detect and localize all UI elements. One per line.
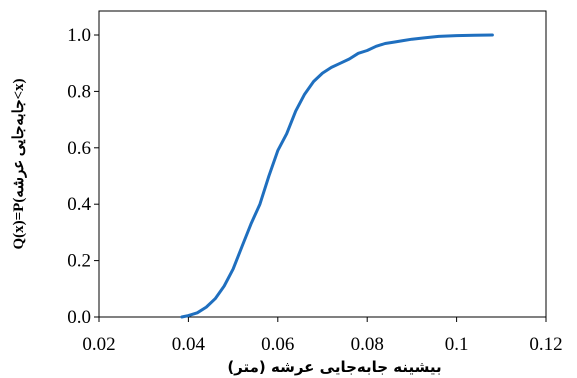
series-group [180, 33, 494, 319]
x-tick-label: 0.04 [172, 334, 206, 355]
y-axis-title: Q(x)=P(جابه‌جایی عرشه<x) [11, 78, 27, 249]
x-axis-title: بیشینه جابه‌جایی عرشه (متر) [227, 358, 441, 376]
y-tick-label: 0.6 [67, 138, 91, 159]
plot-frame [98, 10, 547, 318]
x-tick-label: 0.06 [261, 334, 294, 355]
x-tick-label: 0.12 [529, 334, 562, 355]
y-tick-label: 1.0 [67, 25, 91, 46]
tick-labels: 0.02 0.04 0.06 0.08 0.1 0.12 0.0 0.2 0.4 0.6 0.8 1.… [67, 25, 562, 355]
tick-marks [94, 34, 547, 322]
y-tick-label: 0.8 [67, 81, 91, 102]
x-tick-label: 0.02 [82, 334, 115, 355]
y-tick-label: 0.2 [67, 251, 91, 272]
x-tick-label: 0.08 [351, 334, 384, 355]
x-tick-label: 0.1 [445, 334, 469, 355]
y-tick-label: 0.0 [67, 307, 91, 328]
axes [98, 10, 547, 318]
y-tick-label: 0.4 [67, 194, 91, 215]
cdf-series-line-0 [180, 33, 494, 319]
